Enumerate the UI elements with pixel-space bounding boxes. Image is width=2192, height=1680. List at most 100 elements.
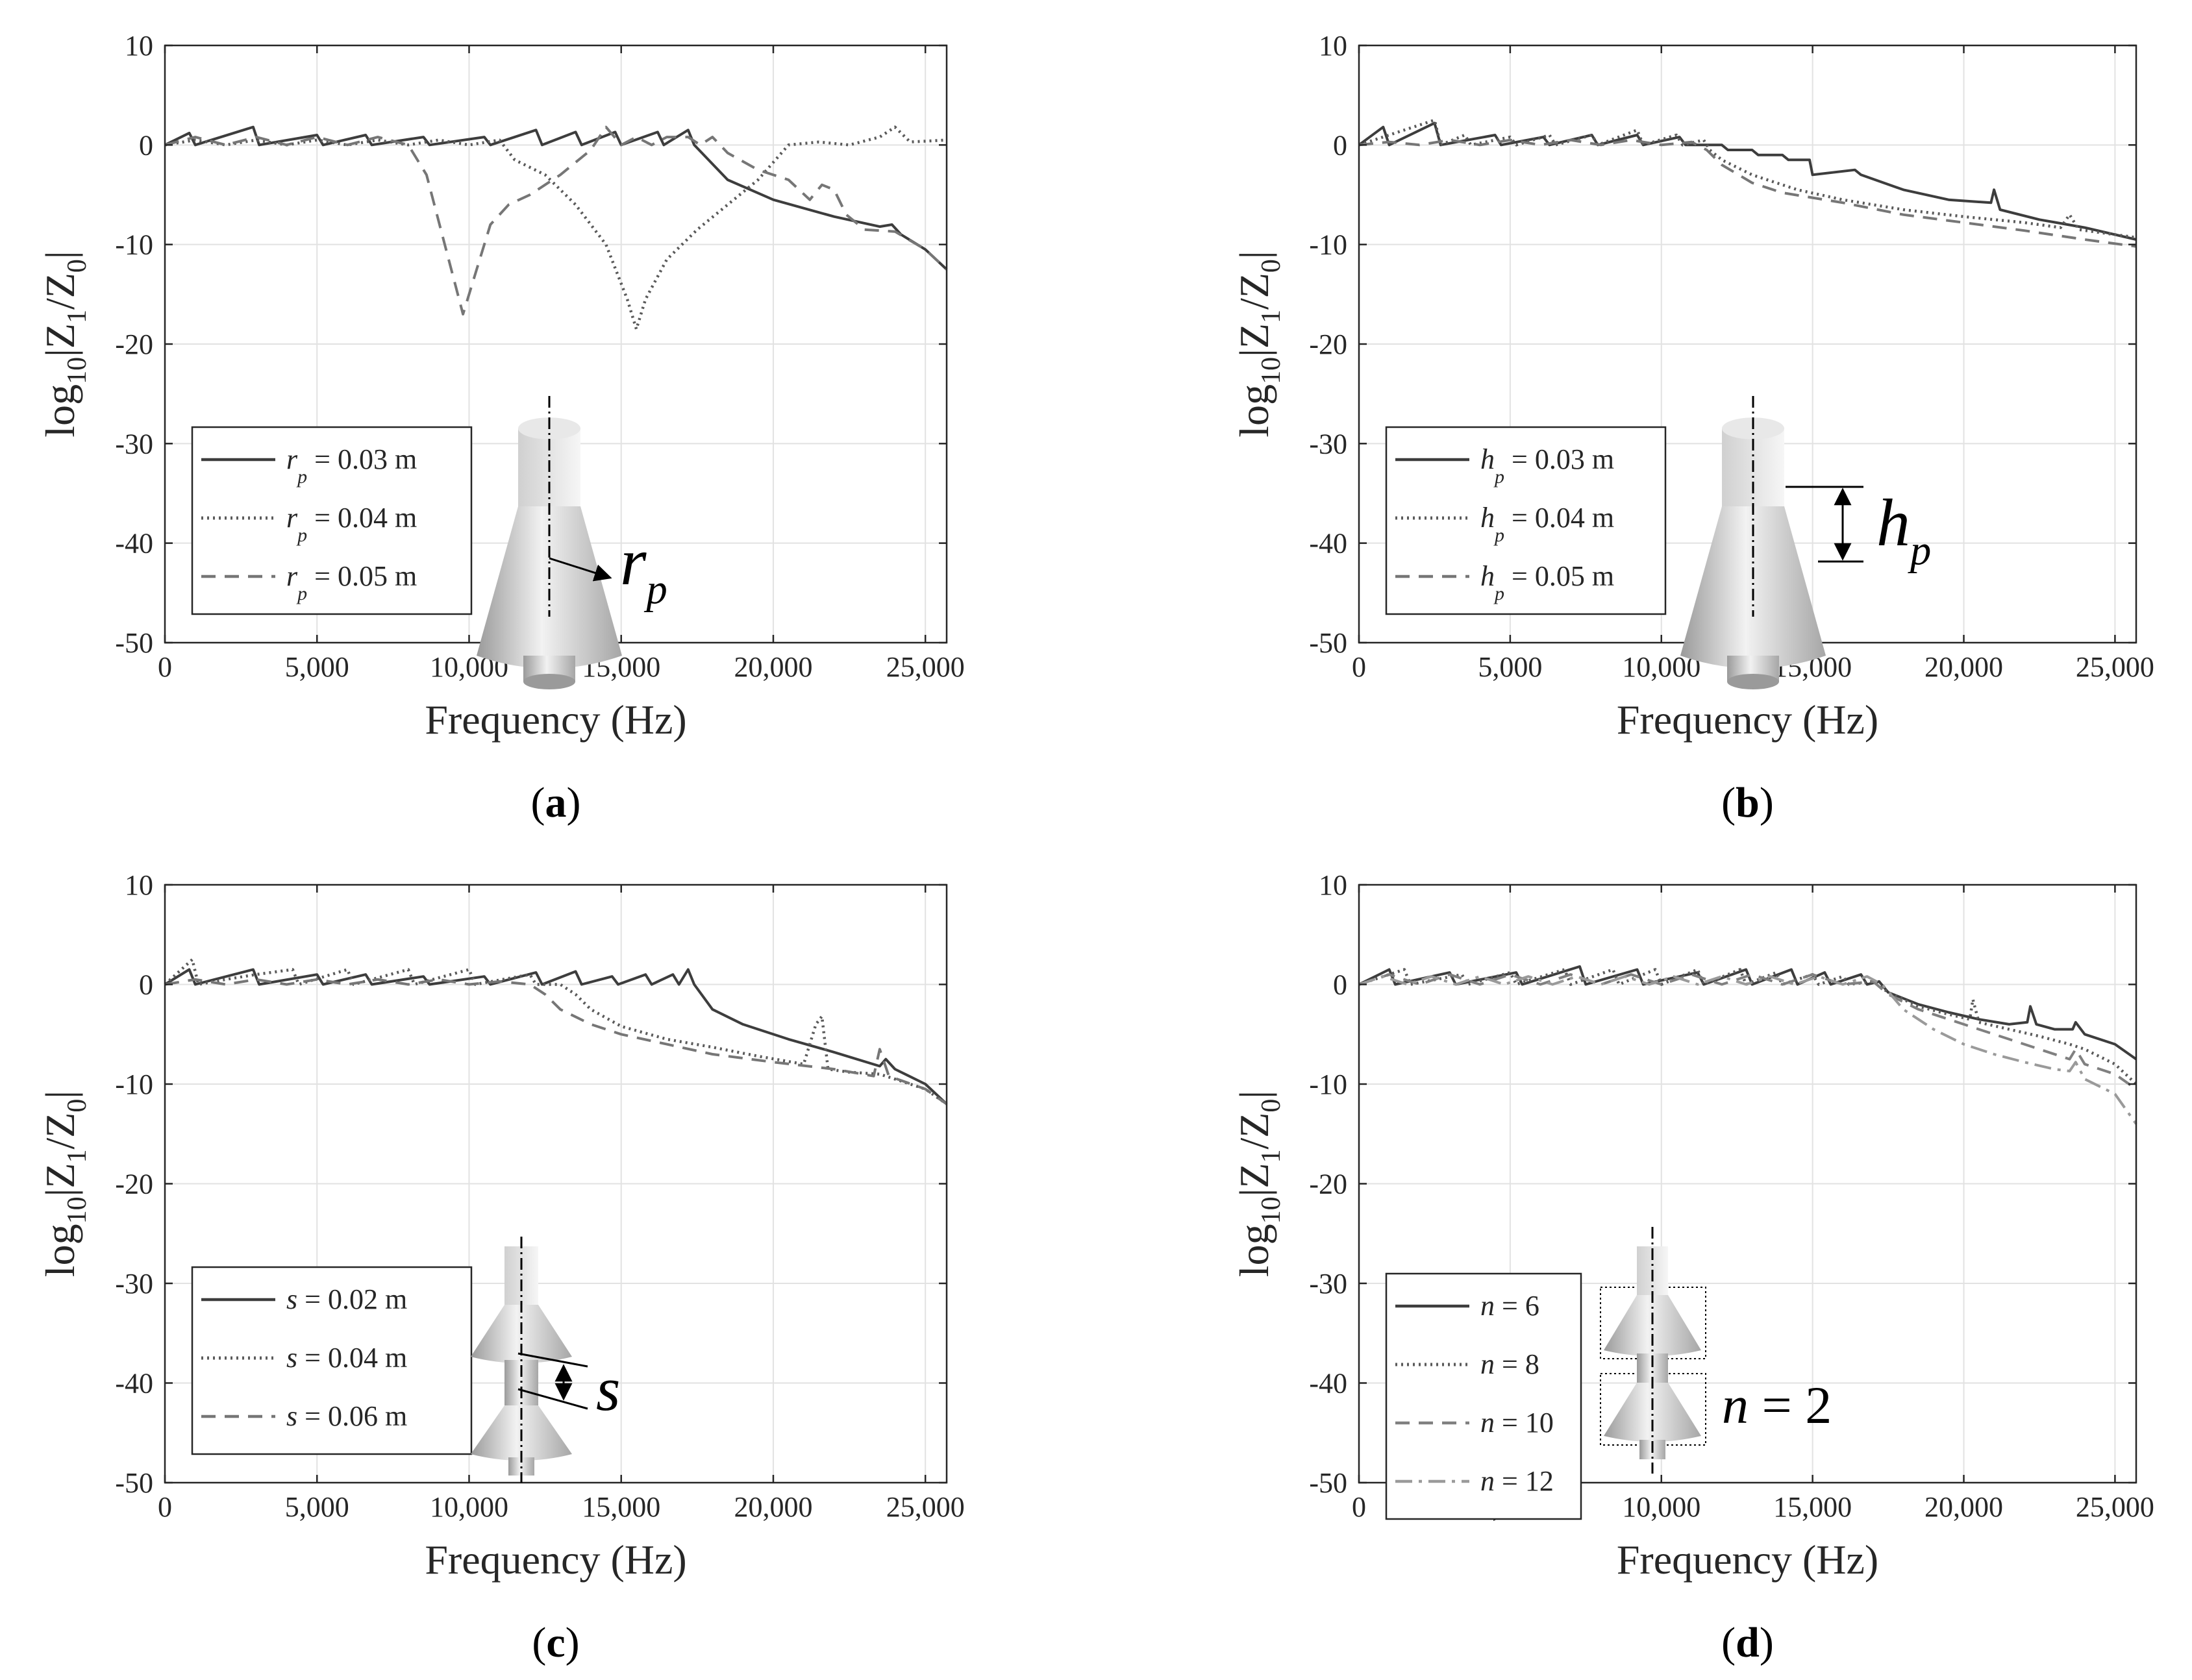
x-tick-label: 20,000 xyxy=(1924,1491,2003,1523)
legend-label: n = 6 xyxy=(1480,1290,1539,1322)
y-tick-label: -30 xyxy=(115,428,153,460)
y-tick-label: 0 xyxy=(139,969,153,1001)
panel-label: (d) xyxy=(1721,1619,1774,1666)
x-tick-label: 0 xyxy=(1352,1491,1366,1523)
y-tick-label: -50 xyxy=(1309,627,1347,659)
series-line-solid xyxy=(164,125,948,271)
panel-label: (b) xyxy=(1721,779,1774,826)
legend-label: s = 0.04 m xyxy=(286,1342,407,1374)
x-tick-label: 10,000 xyxy=(1622,1491,1700,1523)
x-tick-label: 5,000 xyxy=(285,1491,349,1523)
y-tick-label: 0 xyxy=(139,129,153,161)
legend-label: n = 8 xyxy=(1480,1348,1539,1380)
inset-illustration: rp xyxy=(477,396,667,689)
y-tick-label: 10 xyxy=(1319,30,1347,62)
x-tick-label: 15,000 xyxy=(582,1491,660,1523)
x-tick-label: 20,000 xyxy=(734,1491,812,1523)
spacing-line xyxy=(517,1352,588,1368)
series-line-dashed xyxy=(1358,973,2137,1091)
x-tick-label: 20,000 xyxy=(734,651,812,683)
panel-label: (c) xyxy=(532,1619,579,1666)
y-tick-label: -20 xyxy=(1309,328,1347,360)
y-tick-label: -20 xyxy=(115,1168,153,1200)
x-tick-label: 25,000 xyxy=(2076,651,2154,683)
y-tick-label: -20 xyxy=(115,328,153,360)
y-tick-label: 10 xyxy=(125,30,153,62)
count-annotation: n = 2 xyxy=(1722,1376,1832,1435)
series-line-dotted xyxy=(164,125,947,331)
x-axis-label: Frequency (Hz) xyxy=(1617,697,1878,743)
x-tick-label: 0 xyxy=(1352,651,1366,683)
series-line-dotted xyxy=(164,957,948,1106)
series-line-dashdot xyxy=(1358,975,2137,1125)
series-line-dashed xyxy=(1358,138,2137,248)
stub-bottom xyxy=(1727,674,1779,689)
legend-label: n = 10 xyxy=(1480,1407,1554,1439)
y-tick-label: 0 xyxy=(1333,969,1347,1001)
height-symbol: hp xyxy=(1876,486,1931,573)
spacing-line xyxy=(517,1388,588,1410)
legend-label: hp = 0.03 m xyxy=(1480,443,1614,488)
spacing-symbol: s xyxy=(596,1354,620,1424)
legend-box xyxy=(1385,1272,1582,1520)
x-axis-label: Frequency (Hz) xyxy=(425,1537,686,1583)
y-axis-label: log10|Z1/Z0| xyxy=(37,1091,92,1277)
y-tick-label: -20 xyxy=(1309,1168,1347,1200)
y-axis-label: log10|Z1/Z0| xyxy=(37,251,92,437)
legend-label: s = 0.06 m xyxy=(286,1400,407,1432)
cone-shape xyxy=(1604,1295,1701,1356)
x-tick-label: 5,000 xyxy=(1478,651,1542,683)
cone-shape xyxy=(477,506,622,669)
x-tick-label: 25,000 xyxy=(2076,1491,2154,1523)
x-tick-label: 10,000 xyxy=(430,1491,508,1523)
y-tick-label: -30 xyxy=(1309,428,1347,460)
cone-shape xyxy=(1680,506,1826,669)
inset-illustration: hp xyxy=(1680,396,1931,689)
inset-illustration: s xyxy=(471,1237,620,1483)
y-tick-label: -10 xyxy=(115,229,153,261)
x-tick-label: 0 xyxy=(158,651,172,683)
chart-panel-a: 0 5,000 10,000 15,000 20,000 25,000100-10-20-… xyxy=(37,30,965,826)
y-tick-label: -50 xyxy=(1309,1467,1347,1499)
y-axis-label: log10|Z1/Z0| xyxy=(1231,1091,1286,1277)
legend: rp = 0.03 m rp = 0.04 m rp = 0.05 m xyxy=(191,426,473,615)
y-tick-label: 0 xyxy=(1333,129,1347,161)
y-tick-label: -30 xyxy=(115,1268,153,1300)
y-tick-label: 10 xyxy=(125,869,153,901)
y-tick-label: -50 xyxy=(115,1467,153,1499)
legend-label: hp = 0.05 m xyxy=(1480,560,1614,604)
chart-panel-d: 05,00010,00015,00020,00025,000100-10-20-… xyxy=(1231,869,2154,1666)
legend: s = 0.02 m s = 0.04 m s = 0.06 m xyxy=(191,1266,473,1455)
radius-symbol: rp xyxy=(620,525,667,612)
y-tick-label: 10 xyxy=(1319,869,1347,901)
y-tick-label: -10 xyxy=(1309,229,1347,261)
legend: n = 6 n = 8 n = 10 n = 12 xyxy=(1385,1272,1582,1520)
chart-panel-b: 0 5,000 10,000 15,000 20,000 25,000100-10-20-… xyxy=(1231,30,2154,826)
series-line-dotted xyxy=(1358,968,2137,1085)
legend-label: hp = 0.04 m xyxy=(1480,502,1614,546)
y-tick-label: -40 xyxy=(115,1368,153,1400)
series-line-dashed xyxy=(164,978,948,1106)
y-tick-label: -10 xyxy=(115,1069,153,1100)
y-tick-label: -40 xyxy=(115,528,153,560)
x-axis-label: Frequency (Hz) xyxy=(1617,1537,1878,1583)
y-axis-label: log10|Z1/Z0| xyxy=(1231,251,1286,437)
stub-bottom xyxy=(523,674,575,689)
x-tick-label: 25,000 xyxy=(886,1491,965,1523)
cone-shape xyxy=(1604,1383,1701,1442)
y-tick-label: -40 xyxy=(1309,1368,1347,1400)
panel-label: (a) xyxy=(531,779,581,826)
legend: hp = 0.03 m hp = 0.04 m hp = 0.05 m xyxy=(1385,426,1667,615)
x-tick-label: 25,000 xyxy=(886,651,965,683)
inset-illustration: n = 2 xyxy=(1600,1227,1832,1474)
y-tick-label: -10 xyxy=(1309,1069,1347,1100)
y-tick-label: -40 xyxy=(1309,528,1347,560)
chart-panel-c: 0 5,000 10,000 15,000 20,000 25,000 10 0 -10 -20 -… xyxy=(37,869,965,1666)
y-tick-label: -50 xyxy=(115,627,153,659)
x-tick-label: 15,000 xyxy=(1773,1491,1852,1523)
y-tick-label: -30 xyxy=(1309,1268,1347,1300)
radius-arrow xyxy=(549,557,612,582)
legend-label: rp = 0.05 m xyxy=(286,560,417,604)
series-line-dashed xyxy=(164,125,948,315)
